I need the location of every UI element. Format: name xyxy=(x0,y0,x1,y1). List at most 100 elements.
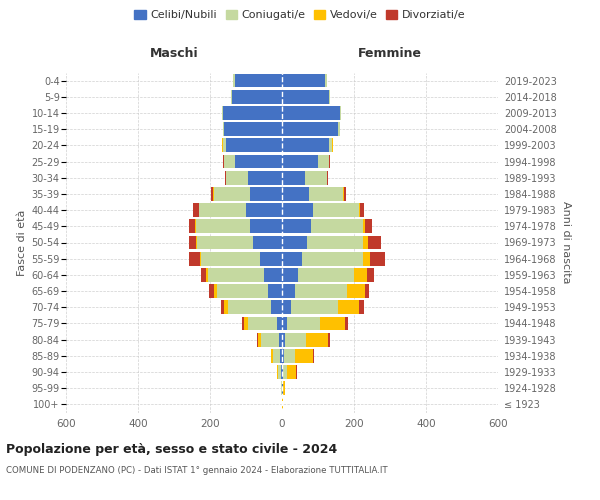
Bar xyxy=(190,220,195,233)
Bar xyxy=(189,236,196,250)
Bar xyxy=(282,138,329,152)
Bar xyxy=(295,349,313,362)
Bar xyxy=(282,333,285,346)
Text: COMUNE DI PODENZANO (PC) - Dati ISTAT 1° gennaio 2024 - Elaborazione TUTTITALIA.: COMUNE DI PODENZANO (PC) - Dati ISTAT 1°… xyxy=(6,466,388,475)
Bar xyxy=(197,236,253,250)
Bar xyxy=(196,236,197,250)
Bar xyxy=(283,382,285,395)
Bar xyxy=(248,316,277,330)
Bar xyxy=(282,316,287,330)
Bar xyxy=(211,187,213,201)
Bar xyxy=(296,365,297,379)
Y-axis label: Anni di nascita: Anni di nascita xyxy=(561,201,571,283)
Bar xyxy=(363,220,365,233)
Bar xyxy=(365,220,372,233)
Bar xyxy=(282,382,283,395)
Bar xyxy=(244,316,248,330)
Bar xyxy=(287,365,296,379)
Bar xyxy=(278,365,281,379)
Bar xyxy=(359,203,361,217)
Bar xyxy=(283,365,287,379)
Bar xyxy=(282,268,298,282)
Bar xyxy=(223,138,226,152)
Bar xyxy=(282,90,329,104)
Bar xyxy=(282,252,302,266)
Bar xyxy=(235,74,282,88)
Bar xyxy=(338,300,359,314)
Bar xyxy=(214,284,217,298)
Bar xyxy=(271,300,282,314)
Bar xyxy=(250,187,282,201)
Bar xyxy=(281,365,282,379)
Y-axis label: Fasce di età: Fasce di età xyxy=(17,210,27,276)
Bar xyxy=(328,333,330,346)
Bar xyxy=(282,106,340,120)
Bar xyxy=(217,284,268,298)
Bar xyxy=(318,154,329,168)
Bar xyxy=(280,349,282,362)
Bar xyxy=(271,349,273,362)
Bar xyxy=(282,300,291,314)
Bar xyxy=(200,252,201,266)
Bar xyxy=(273,349,280,362)
Bar xyxy=(279,333,282,346)
Bar xyxy=(223,154,224,168)
Bar xyxy=(305,171,327,184)
Bar xyxy=(225,171,226,184)
Bar xyxy=(277,365,278,379)
Bar xyxy=(313,349,314,362)
Bar xyxy=(258,333,261,346)
Bar xyxy=(250,220,282,233)
Bar xyxy=(261,333,279,346)
Bar xyxy=(257,333,258,346)
Bar xyxy=(221,106,223,120)
Bar xyxy=(287,316,320,330)
Bar xyxy=(282,74,325,88)
Bar xyxy=(253,236,282,250)
Bar xyxy=(354,268,367,282)
Bar xyxy=(193,203,199,217)
Bar xyxy=(246,203,282,217)
Bar xyxy=(208,268,264,282)
Bar xyxy=(226,171,248,184)
Bar xyxy=(224,300,228,314)
Bar xyxy=(361,203,364,217)
Bar xyxy=(224,122,282,136)
Bar xyxy=(224,154,235,168)
Bar xyxy=(359,300,364,314)
Bar xyxy=(199,203,246,217)
Bar xyxy=(277,316,282,330)
Bar xyxy=(264,268,282,282)
Bar xyxy=(340,106,341,120)
Bar xyxy=(260,252,282,266)
Bar xyxy=(320,316,345,330)
Bar xyxy=(291,300,338,314)
Bar xyxy=(311,220,363,233)
Bar xyxy=(206,268,208,282)
Bar xyxy=(282,220,311,233)
Bar xyxy=(365,284,369,298)
Bar xyxy=(343,187,344,201)
Bar xyxy=(214,187,250,201)
Bar xyxy=(226,138,282,152)
Bar xyxy=(345,316,348,330)
Bar xyxy=(329,154,330,168)
Bar xyxy=(242,316,244,330)
Bar xyxy=(235,154,282,168)
Bar xyxy=(309,187,343,201)
Bar xyxy=(295,284,347,298)
Bar xyxy=(368,236,381,250)
Bar xyxy=(282,187,309,201)
Bar xyxy=(282,236,307,250)
Bar xyxy=(344,187,346,201)
Bar xyxy=(233,74,235,88)
Bar xyxy=(347,284,365,298)
Bar xyxy=(302,252,363,266)
Bar xyxy=(367,268,374,282)
Bar xyxy=(313,203,359,217)
Bar xyxy=(325,74,327,88)
Bar xyxy=(232,90,282,104)
Bar xyxy=(338,122,340,136)
Bar xyxy=(196,220,250,233)
Bar xyxy=(201,252,260,266)
